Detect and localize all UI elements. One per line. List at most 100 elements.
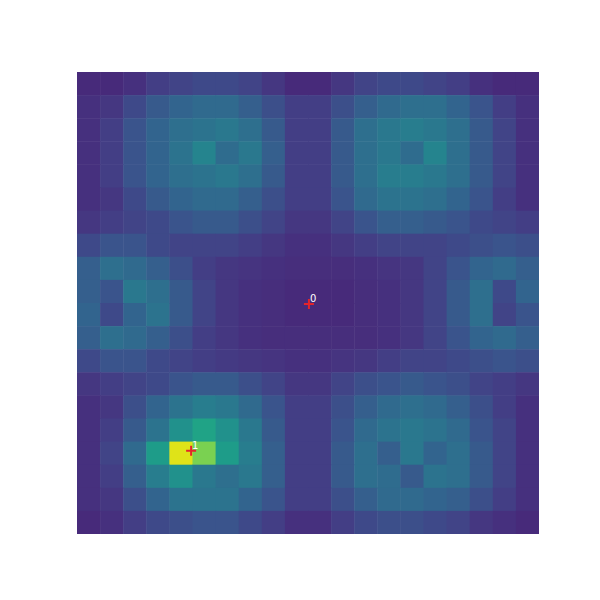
heatmap-cell: [239, 188, 263, 212]
heatmap-cell: [77, 303, 101, 327]
heatmap-cell: [354, 118, 378, 142]
heatmap-cell: [493, 372, 517, 396]
heatmap-cell: [193, 72, 217, 96]
heatmap-cell: [146, 442, 170, 466]
heatmap-cell: [447, 118, 471, 142]
heatmap-cell: [493, 511, 517, 534]
heatmap-cell: [424, 280, 448, 304]
heatmap-cell: [169, 188, 193, 212]
heatmap-cell: [331, 372, 355, 396]
heatmap-cell: [424, 372, 448, 396]
heatmap-cell: [169, 511, 193, 534]
point-label: 0: [310, 293, 316, 304]
heatmap-cell: [285, 349, 309, 373]
heatmap-cell: [169, 234, 193, 258]
heatmap-cell: [169, 419, 193, 443]
heatmap-cell: [169, 164, 193, 188]
heatmap-cell: [239, 326, 263, 350]
heatmap-cell: [308, 141, 332, 165]
heatmap-cell: [493, 419, 517, 443]
heatmap-cell: [400, 442, 424, 466]
heatmap-cell: [285, 280, 309, 304]
heatmap-cell: [424, 95, 448, 119]
heatmap-cell: [77, 280, 101, 304]
heatmap-cell: [470, 164, 494, 188]
heatmap-cell: [123, 326, 147, 350]
heatmap-cell: [331, 164, 355, 188]
heatmap-cell: [193, 395, 217, 419]
heatmap-cell: [216, 280, 240, 304]
heatmap-cell: [308, 234, 332, 258]
chart: 01: [0, 0, 600, 600]
heatmap-cell: [239, 465, 263, 489]
heatmap-cell: [100, 442, 124, 466]
heatmap-cell: [193, 211, 217, 235]
heatmap-cell: [470, 211, 494, 235]
heatmap-cell: [100, 164, 124, 188]
heatmap-cell: [493, 72, 517, 96]
heatmap-cell: [354, 372, 378, 396]
heatmap-cell: [447, 488, 471, 512]
heatmap-cell: [377, 234, 401, 258]
heatmap-cell: [146, 280, 170, 304]
heatmap-cell: [285, 234, 309, 258]
heatmap-cell: [447, 257, 471, 281]
heatmap-cell: [331, 442, 355, 466]
heatmap-cell: [516, 257, 539, 281]
heatmap-cell: [193, 488, 217, 512]
heatmap-cell: [262, 303, 286, 327]
heatmap-cell: [400, 395, 424, 419]
heatmap-cell: [169, 95, 193, 119]
heatmap-cell: [424, 164, 448, 188]
heatmap-cell: [123, 372, 147, 396]
heatmap-cell: [285, 141, 309, 165]
heatmap-cell: [400, 488, 424, 512]
heatmap-cell: [447, 442, 471, 466]
heatmap-cell: [77, 419, 101, 443]
heatmap-cell: [308, 164, 332, 188]
heatmap-cell: [77, 326, 101, 350]
heatmap-cell: [331, 118, 355, 142]
heatmap-cell: [169, 395, 193, 419]
heatmap-cell: [77, 511, 101, 534]
heatmap-cell: [100, 326, 124, 350]
heatmap-cell: [447, 303, 471, 327]
heatmap-cell: [146, 395, 170, 419]
heatmap-cell: [377, 511, 401, 534]
heatmap-cell: [239, 141, 263, 165]
heatmap-cell: [470, 188, 494, 212]
heatmap-cell: [123, 280, 147, 304]
heatmap-cell: [216, 141, 240, 165]
heatmap-cell: [193, 118, 217, 142]
heatmap-cell: [193, 234, 217, 258]
heatmap-cell: [516, 419, 539, 443]
heatmap-cell: [169, 280, 193, 304]
heatmap-cell: [470, 349, 494, 373]
heatmap-cell: [77, 465, 101, 489]
heatmap-cell: [169, 303, 193, 327]
heatmap-cell: [354, 141, 378, 165]
heatmap-cell: [77, 188, 101, 212]
heatmap-cell: [216, 188, 240, 212]
heatmap-cell: [470, 419, 494, 443]
heatmap-cell: [331, 419, 355, 443]
heatmap-cell: [493, 95, 517, 119]
heatmap-cell: [424, 419, 448, 443]
heatmap-cell: [308, 419, 332, 443]
heatmap-cell: [331, 95, 355, 119]
heatmap-cell: [239, 164, 263, 188]
heatmap-cell: [100, 303, 124, 327]
heatmap-cell: [493, 326, 517, 350]
heatmap-cell: [331, 395, 355, 419]
heatmap-cell: [331, 326, 355, 350]
heatmap-cell: [447, 326, 471, 350]
heatmap-cell: [308, 303, 332, 327]
heatmap-cell: [146, 188, 170, 212]
heatmap-cell: [400, 257, 424, 281]
heatmap-cell: [354, 188, 378, 212]
heatmap-cell: [123, 442, 147, 466]
heatmap-cell: [400, 164, 424, 188]
heatmap-cell: [169, 257, 193, 281]
heatmap-cell: [470, 95, 494, 119]
heatmap-cell: [447, 419, 471, 443]
